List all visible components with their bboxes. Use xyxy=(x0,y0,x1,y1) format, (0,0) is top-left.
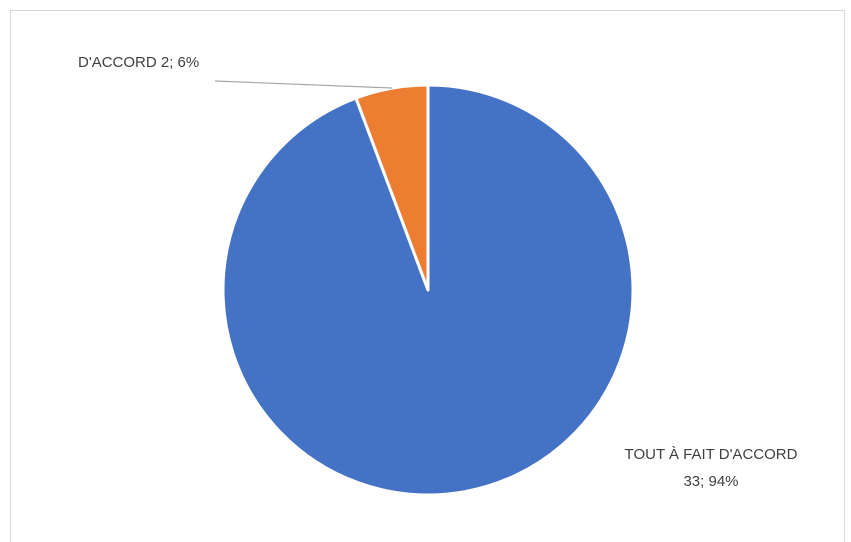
data-label-tout-a-fait-line1: TOUT À FAIT D'ACCORD xyxy=(625,446,798,463)
leader-line-d-accord xyxy=(214,80,393,89)
data-label-tout-a-fait-line2: 33; 94% xyxy=(683,473,738,490)
data-label-d-accord: D'ACCORD 2; 6% xyxy=(78,54,199,71)
pie-slices xyxy=(221,83,635,497)
